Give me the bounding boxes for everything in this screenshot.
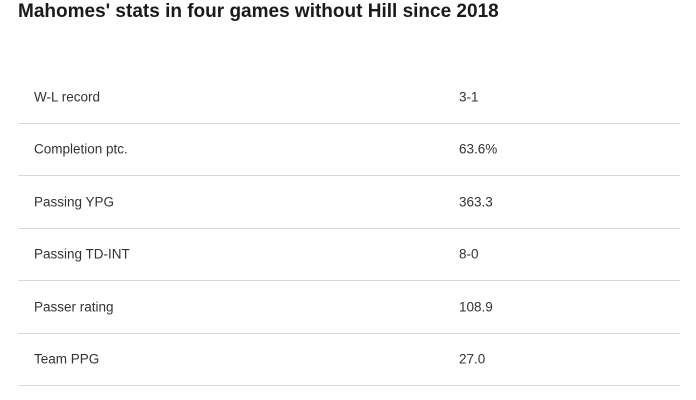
page-title: Mahomes' stats in four games without Hil… [18,1,499,22]
table-row: Team PPG 27.0 [18,334,680,386]
stat-value: 27.0 [459,351,486,367]
stat-label: W-L record [34,89,101,105]
stat-label: Passing YPG [34,194,115,210]
table-row: Passer rating 108.9 [18,281,680,334]
table-row: Passing YPG 363.3 [18,176,680,229]
stat-label: Passer rating [34,299,114,315]
stat-label: Passing TD-INT [34,246,130,262]
stat-label: Team PPG [34,351,100,367]
stat-value: 108.9 [459,299,493,315]
stats-table: W-L record 3-1 Completion ptc. 63.6% Pas… [18,71,680,386]
stat-value: 363.3 [459,194,493,210]
stat-value: 3-1 [459,89,479,105]
stat-value: 63.6% [459,141,498,157]
table-row: Completion ptc. 63.6% [18,124,680,176]
stat-label: Completion ptc. [34,141,128,157]
table-row: Passing TD-INT 8-0 [18,229,680,281]
stat-value: 8-0 [459,246,479,262]
table-row: W-L record 3-1 [18,71,680,124]
